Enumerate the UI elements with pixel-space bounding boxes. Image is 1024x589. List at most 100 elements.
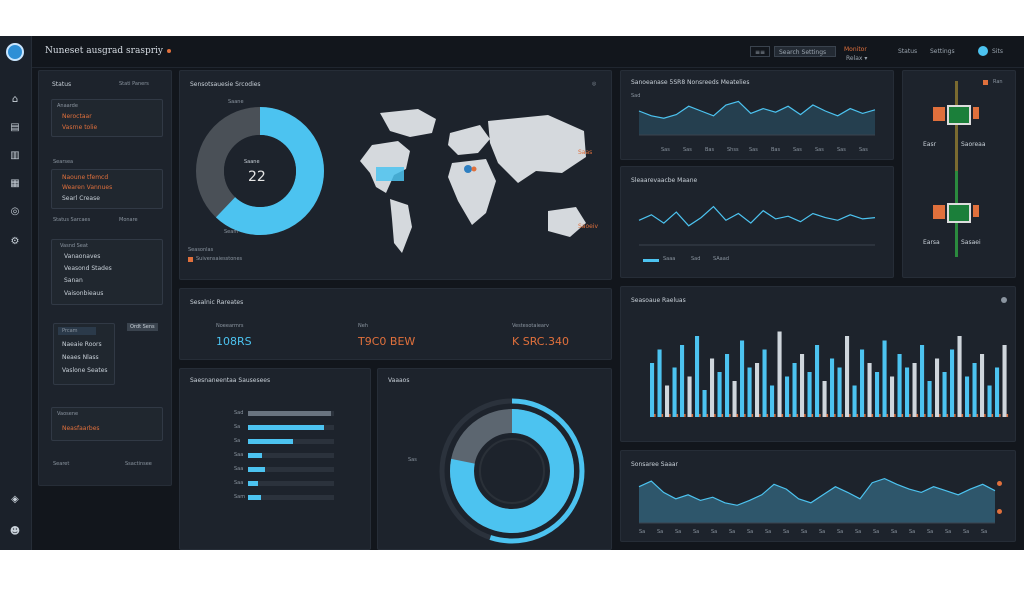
node-icon[interactable] [973,205,979,217]
column-chart [650,331,1009,417]
bar-label: Sa [234,438,241,444]
group-title: Status Sarcaes [53,217,91,223]
monitor-button[interactable]: Monitor [844,46,867,53]
sidebar-group[interactable]: Naoune tfemcd Wearen Vannues Searl Creas… [51,169,163,209]
list-item[interactable]: Neasfaarbes [62,425,100,432]
status-sidebar-panel: Status Stati Paners Anaarde Neroctaar Va… [38,70,172,486]
node-icon[interactable] [933,107,945,121]
column-tick [924,414,926,417]
grid-icon[interactable]: ▦ [10,178,20,189]
column-tick [661,414,664,417]
node-icon[interactable] [933,205,945,219]
ring-chart-card: Vaaaos Sas [377,368,612,550]
column-bar [777,331,782,417]
legend-item: Suivensaiesstones [196,256,243,262]
user-avatar[interactable] [978,46,988,56]
globe-icon[interactable]: ◎ [10,206,20,217]
column-bar [890,376,895,417]
sidebar-group[interactable]: Vaosene Neasfaarbes [51,407,163,441]
ring-hole [477,436,547,506]
column-tick [654,414,656,417]
donut-arc [196,107,324,235]
bar-track [248,481,334,486]
search-input[interactable]: Search Settings [774,46,836,57]
column-bar [1002,345,1007,417]
world-map [360,109,586,253]
settings-icon[interactable]: ⚙ [10,236,20,247]
x-tick-label: Sa [891,529,898,535]
x-tick-label: Sa [855,529,862,535]
list-item[interactable]: Vaslone Seates [62,367,108,374]
list-item[interactable]: Neaes Nlass [62,354,99,361]
sidebar-footer-right[interactable]: Ssactinsee [125,461,152,467]
node-icon[interactable] [973,107,979,119]
column-bar [672,367,677,417]
group-action[interactable]: Monare [119,217,138,223]
column-bar [972,363,977,417]
list-item[interactable]: Vasrne tolie [62,124,98,131]
status-link[interactable]: Status [898,48,918,55]
series-line [638,205,876,227]
relax-dropdown[interactable]: Relax ▾ [846,55,868,62]
card-title: Sonsaree Saaar [631,461,679,468]
bar-fill [248,495,261,500]
x-tick-label: Sas [837,147,846,153]
sidebar-group[interactable]: Prcam Naeaie Roors Neaes Nlass Vaslone S… [53,323,115,385]
shield-icon[interactable]: ◈ [11,494,19,505]
app-logo-icon[interactable] [6,43,24,61]
globe-icon[interactable]: ◎ [592,81,597,87]
node-icon[interactable] [947,105,971,125]
list-item[interactable]: Veasond Stades [64,265,112,272]
highlight-region[interactable] [376,167,404,181]
bar-label: Saa [234,466,244,472]
home-icon[interactable]: ⌂ [11,94,19,105]
list-item[interactable]: Vanaonaves [64,253,101,260]
account-menu[interactable]: Sits [992,48,1003,55]
column-tick [999,414,1001,417]
asia-shape [488,115,586,183]
column-bar [792,363,797,417]
column-tick [789,414,791,417]
sidebar-header-right[interactable]: Stati Paners [119,81,149,87]
view-toggle-button[interactable]: ≡≡ [750,46,770,57]
list-item[interactable]: Naoune tfemcd [62,174,109,181]
card-menu-button[interactable] [1001,297,1007,303]
stat-label: Neh [358,323,368,329]
card-title: Sleaarevaacbe Maane [631,177,698,184]
column-bar [665,385,670,417]
node-icon[interactable] [947,203,971,223]
bar-label: Saa [234,452,244,458]
sidebar-group[interactable]: Vasnd Seat Vanaonaves Veasond Stades San… [51,239,163,305]
book-icon[interactable]: ▥ [10,150,20,161]
x-tick-label: Sa [693,529,700,535]
list-item[interactable]: Vaisonbieaus [64,290,104,297]
legend-item: Seasonlas [188,247,214,253]
list-item[interactable]: Wearen Vannues [62,184,113,191]
sidebar-group[interactable]: Anaarde Neroctaar Vasrne tolie [51,99,163,137]
stat-value: T9C0 BEW [358,335,416,348]
australia-shape [548,207,586,237]
x-tick-label: Sas [793,147,802,153]
arctic-shape [380,109,436,137]
column-tick [901,414,904,417]
column-tick [804,414,806,417]
column-tick [1006,414,1009,417]
location-marker[interactable] [464,165,472,173]
series-line [638,100,876,119]
column-tick [841,414,844,417]
user-icon[interactable]: ☻ [9,526,21,537]
location-marker[interactable] [471,166,477,172]
open-sens-button[interactable]: Ordt Sens [127,323,158,331]
sidebar-footer-left[interactable]: Searet [53,461,70,467]
list-item[interactable]: Neroctaar [62,113,92,120]
column-tick [864,414,866,417]
list-item[interactable]: Naeaie Roors [62,341,102,348]
column-bar [837,367,842,417]
list-item[interactable]: Sanan [64,277,83,284]
column-bar [657,349,662,417]
bar-label: Sa [234,424,241,430]
document-icon[interactable]: ▤ [10,122,20,133]
column-bar [935,358,940,417]
list-item[interactable]: Searl Crease [62,195,100,202]
settings-link[interactable]: Settings [930,48,955,55]
